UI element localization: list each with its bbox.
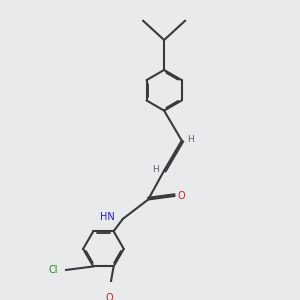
Text: O: O: [106, 293, 113, 300]
Text: O: O: [177, 191, 185, 201]
Text: H: H: [152, 165, 159, 174]
Text: Cl: Cl: [48, 265, 58, 275]
Text: HN: HN: [100, 212, 115, 222]
Text: H: H: [188, 135, 194, 144]
